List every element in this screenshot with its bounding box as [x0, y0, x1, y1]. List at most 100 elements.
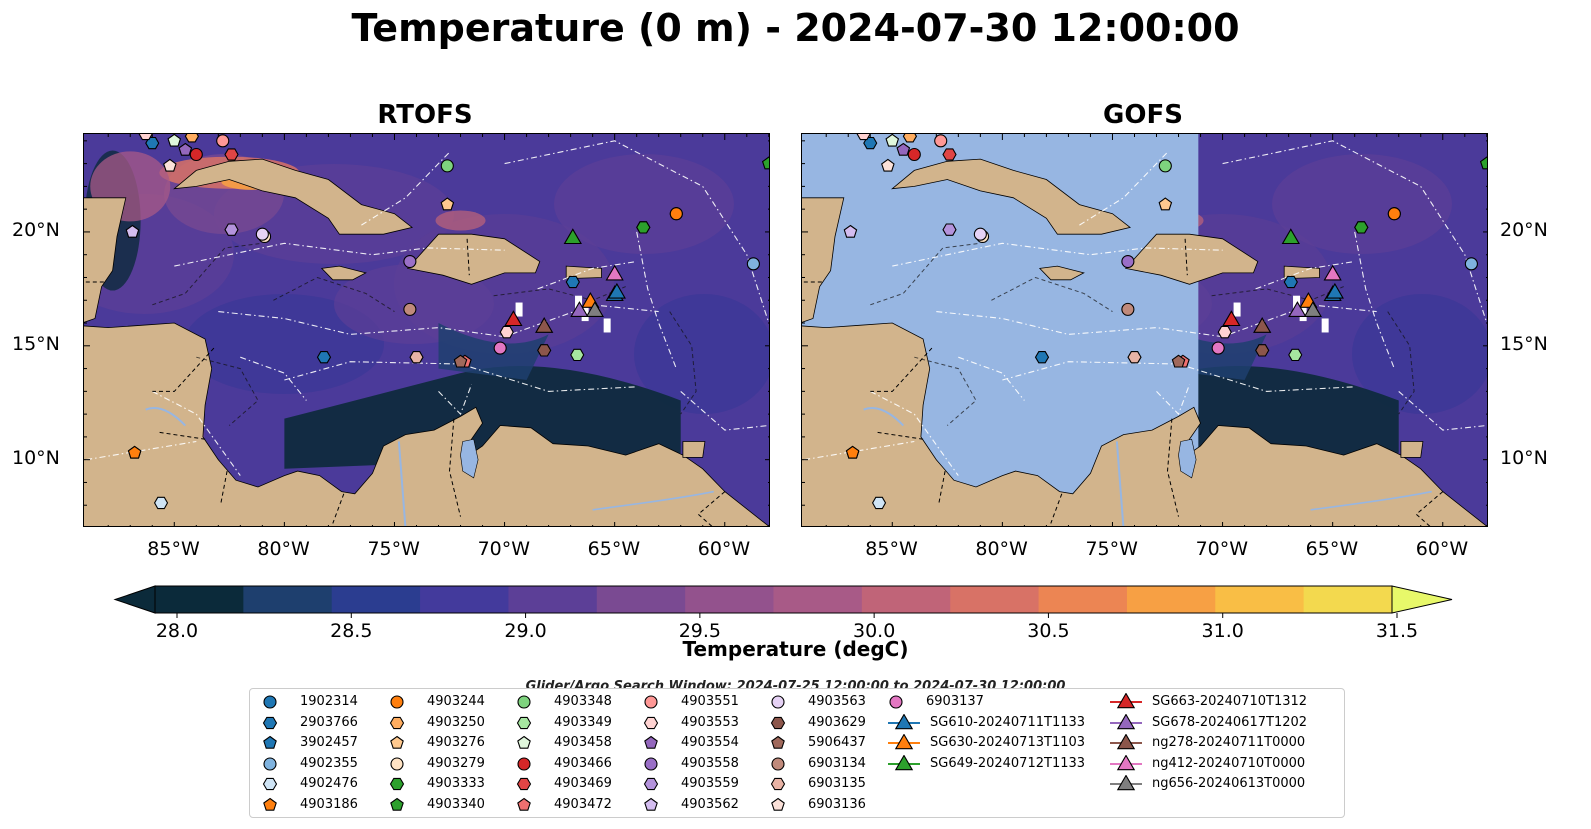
- legend-marker: [517, 695, 531, 709]
- legend-marker: [517, 756, 531, 771]
- river: [397, 441, 407, 526]
- legend-marker: [771, 735, 785, 749]
- sst-texture: [1352, 294, 1487, 414]
- glider-marker: [1222, 310, 1241, 327]
- legend-label: 4903554: [681, 735, 739, 750]
- argo-float-marker: [184, 134, 200, 143]
- lake: [460, 438, 479, 479]
- eez-boundary: [240, 356, 307, 401]
- glider-marker: [1323, 264, 1342, 281]
- legend-marker: [390, 797, 404, 811]
- colorbar-segment: [1215, 586, 1305, 613]
- legend-symbol: [263, 797, 277, 811]
- argo-float-marker: [178, 142, 193, 156]
- legend-symbol: [517, 735, 531, 749]
- legend-label: ng278-20240711T0000: [1152, 735, 1306, 750]
- argo-float-marker: [907, 147, 921, 162]
- legend-label: ng656-20240613T0000: [1152, 776, 1306, 791]
- argo-float-marker: [537, 344, 552, 357]
- colorbar-segment: [508, 586, 598, 613]
- colorbar-segment: [1303, 586, 1393, 613]
- legend-marker: [262, 777, 278, 791]
- legend-label: 6903136: [808, 796, 866, 812]
- legend: 1902314 2903766 3902457 4902355 4902476 49031…: [249, 688, 1345, 818]
- lon-tick-label: 60°W: [697, 538, 751, 560]
- legend-label: 4903562: [681, 796, 739, 812]
- colorbar-tick-label: 29.5: [679, 620, 721, 642]
- lat-tick-label-left: 20°N: [12, 218, 60, 241]
- legend-marker: [889, 695, 903, 709]
- eez-boundary: [636, 231, 677, 369]
- legend-marker: [1110, 693, 1142, 709]
- legend-label: 4902355: [300, 755, 358, 771]
- legend-label: 4903553: [681, 714, 739, 730]
- lon-tick-label: 80°W: [975, 538, 1028, 560]
- legend-label: SG663-20240710T1312: [1152, 694, 1308, 709]
- legend-marker: [1110, 713, 1142, 729]
- land-mass: [1124, 233, 1259, 285]
- legend-symbol: [517, 797, 531, 811]
- legend-symbol: [263, 756, 277, 771]
- land-mass: [84, 197, 127, 323]
- eez-boundary: [504, 140, 769, 324]
- river: [145, 407, 187, 427]
- argo-float-marker: [125, 224, 140, 238]
- eez-boundary: [152, 390, 241, 476]
- isobath-1000m: [273, 276, 395, 313]
- argo-float-marker: [845, 445, 860, 459]
- lon-tick-label: 60°W: [1415, 538, 1469, 560]
- argo-float-marker: [138, 134, 153, 141]
- lon-tick-label: 70°W: [1195, 538, 1249, 560]
- land-mass: [891, 158, 1132, 235]
- legend-label: 4903333: [427, 776, 485, 791]
- argo-float-marker: [216, 134, 230, 148]
- argo-float-marker: [1211, 341, 1225, 355]
- legend-label: 4903551: [681, 694, 739, 709]
- legend-symbol: [643, 777, 659, 791]
- land-mass: [1283, 265, 1320, 280]
- legend-symbol: [389, 777, 405, 791]
- land-mass: [802, 197, 845, 323]
- argo-float-marker: [1464, 257, 1478, 271]
- eez-boundary: [1398, 390, 1487, 431]
- isobath-1000m: [152, 242, 263, 306]
- glider-marker: [585, 301, 604, 317]
- colorbar-frame: [154, 585, 1393, 614]
- colorbar-segment: [155, 586, 244, 613]
- land-mass: [173, 158, 414, 235]
- legend-label: 6903137: [926, 694, 984, 709]
- eez-boundary: [1255, 260, 1355, 290]
- argo-float-marker: [403, 302, 417, 316]
- legend-triangle: [1116, 775, 1136, 791]
- legend-marker: [390, 756, 404, 771]
- country-border: [938, 471, 946, 506]
- legend-marker: [1110, 754, 1142, 770]
- argo-float-marker: [1121, 254, 1135, 269]
- argo-float-marker: [1127, 351, 1142, 364]
- legend-marker: [644, 695, 658, 709]
- colorbar-tick-label: 29.0: [504, 620, 546, 642]
- legend-marker: [644, 756, 658, 771]
- legend-marker: [888, 754, 920, 770]
- country-border: [448, 418, 461, 517]
- map-panel-rtofs: [83, 133, 770, 527]
- isobath-1000m: [493, 286, 626, 301]
- legend-triangle: [894, 754, 914, 770]
- legend-marker: [888, 734, 920, 750]
- land-mass: [802, 322, 1487, 526]
- lon-tick-label: 85°W: [147, 538, 200, 560]
- legend-label: 4903466: [554, 755, 612, 771]
- legend-symbol: [644, 797, 658, 811]
- land-mass: [1038, 265, 1085, 281]
- lake: [1178, 438, 1197, 479]
- legend-triangle: [1116, 754, 1136, 770]
- country-border: [466, 238, 470, 276]
- argo-float-marker: [746, 257, 760, 271]
- legend-marker: [389, 716, 405, 729]
- land-mass: [320, 265, 367, 281]
- argo-float-marker: [255, 227, 269, 241]
- argo-float-marker: [871, 496, 887, 510]
- glider-marker: [1253, 317, 1272, 333]
- map-gofs-svg: [802, 134, 1487, 526]
- argo-float-marker: [1283, 275, 1298, 289]
